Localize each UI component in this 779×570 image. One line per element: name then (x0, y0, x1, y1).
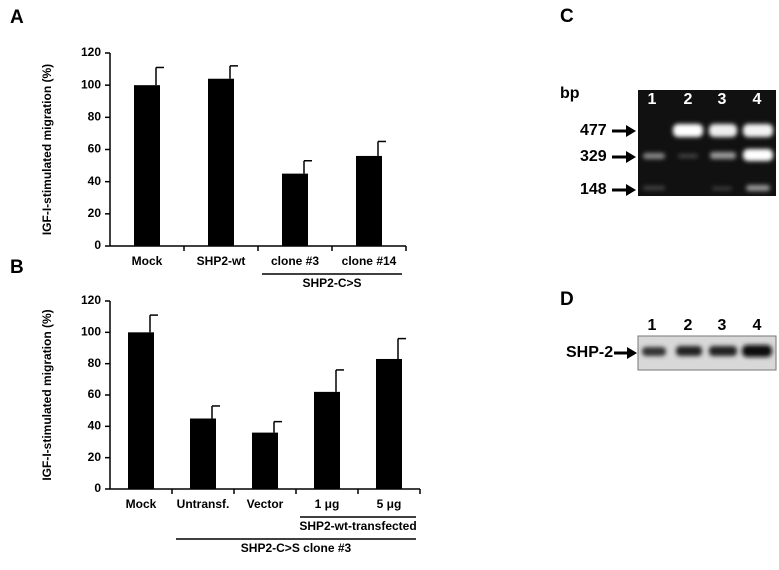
group-label: SHP2-wt-transfected (299, 519, 416, 533)
panel-letter: A (10, 7, 24, 28)
bar (356, 155, 382, 246)
y-tick-label: 40 (88, 174, 102, 188)
group-label: SHP2-C>S (302, 276, 361, 290)
gel-bands (643, 124, 773, 191)
x-tick-label: Vector (247, 497, 284, 511)
marker-label: 148 (580, 181, 607, 198)
y-tick-label: 0 (94, 238, 101, 252)
x-tick-label: Mock (132, 254, 163, 268)
panel-letter: B (10, 257, 24, 278)
bar (208, 78, 234, 246)
lane-label: 4 (753, 91, 762, 108)
bar (190, 418, 216, 489)
arrow (614, 347, 637, 359)
bar (282, 173, 308, 246)
y-tick-label: 100 (81, 325, 101, 339)
gel (638, 90, 776, 196)
gel-unit: bp (560, 85, 580, 102)
x-tick-label: clone #14 (342, 254, 397, 268)
y-tick-label: 80 (88, 110, 102, 124)
y-tick-label: 120 (81, 45, 101, 59)
bar (252, 432, 278, 489)
lane-label: 3 (718, 317, 727, 334)
lane-label: 2 (684, 317, 693, 334)
blot-bands (642, 345, 772, 357)
y-axis-label: IGF-I-stimulated migration (%) (40, 64, 54, 235)
lane-label: 2 (684, 91, 693, 108)
panel-letter: D (560, 289, 574, 310)
lane-label: 3 (718, 91, 727, 108)
lane-label: 1 (648, 317, 657, 334)
y-tick-label: 20 (88, 206, 102, 220)
bar (376, 358, 402, 489)
bar (128, 332, 154, 489)
y-tick-label: 100 (81, 77, 101, 91)
bar (134, 85, 160, 247)
x-tick-label: Mock (126, 497, 157, 511)
x-tick-label: 5 μg (377, 497, 402, 511)
marker-label: 477 (580, 122, 607, 139)
y-axis-label: IGF-I-stimulated migration (%) (40, 309, 54, 480)
y-tick-label: 0 (94, 481, 101, 495)
y-tick-label: 120 (81, 293, 101, 307)
blot-label: SHP-2 (566, 344, 613, 361)
panel-letter: C (560, 6, 574, 27)
y-tick-label: 20 (88, 450, 102, 464)
y-tick-label: 60 (88, 142, 102, 156)
group-label: SHP2-C>S clone #3 (241, 541, 352, 555)
y-tick-label: 60 (88, 387, 102, 401)
x-tick-label: Untransf. (177, 497, 230, 511)
bar (314, 391, 340, 489)
arrows (612, 125, 636, 196)
x-tick-label: 1 μg (315, 497, 340, 511)
y-tick-label: 80 (88, 356, 102, 370)
marker-label: 329 (580, 148, 607, 165)
x-tick-label: SHP2-wt (197, 254, 246, 268)
lane-label: 4 (753, 317, 762, 334)
lane-label: 1 (648, 91, 657, 108)
x-tick-label: clone #3 (271, 254, 319, 268)
y-tick-label: 40 (88, 419, 102, 433)
